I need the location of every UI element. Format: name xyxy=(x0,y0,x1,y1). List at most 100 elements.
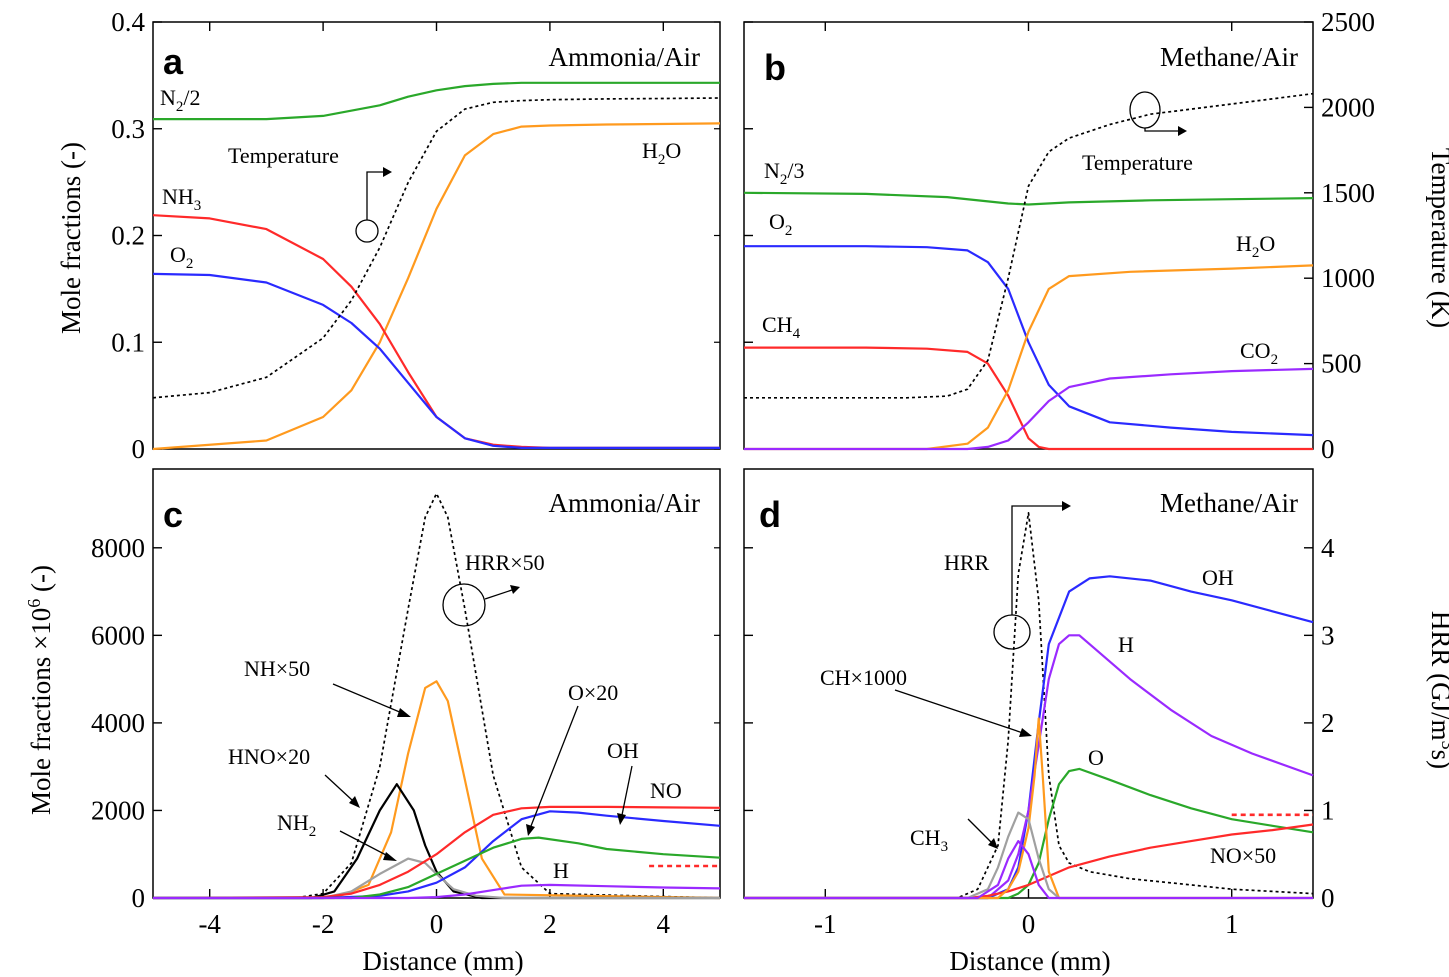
axis-marker-circle-c xyxy=(442,583,486,627)
label-d-h: H xyxy=(1118,632,1134,657)
y-tick-label-a-2: 0.2 xyxy=(111,221,145,251)
x-tick-label-d-1: 0 xyxy=(1022,909,1036,939)
label-c-nh2: NH2 xyxy=(277,810,316,840)
label-a-o2: O2 xyxy=(170,242,193,272)
axis-ticks-d: -1 0 1 0 1 2 3 4 xyxy=(744,22,1335,939)
panel-letter-b: b xyxy=(764,47,786,88)
series-line-a-nh3 xyxy=(152,214,720,449)
y-tick-label-c-1: 2000 xyxy=(91,795,145,825)
label-c-nh: NH×50 xyxy=(244,656,310,681)
label-b-temperature: Temperature xyxy=(1082,150,1193,175)
label-c-h: H xyxy=(553,858,569,883)
axis-marker-arrow-b xyxy=(1144,128,1178,132)
label-b-o2: O2 xyxy=(769,209,792,239)
series-group-a xyxy=(152,81,721,451)
y2-tick-label-b-3: 1500 xyxy=(1321,178,1375,208)
label-d-o: O xyxy=(1088,745,1104,770)
series-group-b xyxy=(743,92,1314,451)
x-axis-title-d: Distance (mm) xyxy=(949,946,1110,976)
y-axis-title-c: Mole fractions ×106 (-) xyxy=(24,565,56,815)
label-c-hno: HNO×20 xyxy=(228,744,310,769)
y-axis-title-a: Mole fractions (-) xyxy=(56,142,86,334)
label-a-temperature: Temperature xyxy=(228,143,339,168)
panel-letter-c: c xyxy=(163,494,183,535)
series-line-a-n2-2 xyxy=(153,81,720,121)
axis-marker-arrowhead-a xyxy=(383,167,392,177)
label-b-n2: N2/3 xyxy=(764,158,805,188)
leader-c-o xyxy=(530,705,579,827)
leader-c-nh2 xyxy=(339,830,389,857)
series-line-d-no-50 xyxy=(744,823,1314,900)
leader-d-ch3 xyxy=(967,818,992,843)
y-tick-label-a-0: 0 xyxy=(132,434,146,464)
leader-d-ch xyxy=(894,689,1024,734)
series-line-b-co2 xyxy=(744,367,1314,451)
leader-c-oh xyxy=(621,765,633,816)
axis-ticks-b: 0 500 1000 1500 2000 2500 xyxy=(744,7,1375,464)
leader-head-c-nh2 xyxy=(383,852,397,861)
label-a-nh3: NH3 xyxy=(162,184,201,214)
y2-tick-label-d-0: 0 xyxy=(1321,883,1335,913)
y2-tick-label-d-4: 4 xyxy=(1321,533,1335,563)
series-line-d-ch3 xyxy=(744,811,1313,900)
leader-c-hno xyxy=(324,774,353,801)
axis-ticks-c: -4 -2 0 2 4 0 2000 4000 6000 8000 xyxy=(91,22,720,939)
series-line-c-no xyxy=(152,805,721,900)
series-line-c-hno-20 xyxy=(153,783,720,900)
panel-frame-b xyxy=(743,21,1314,450)
series-line-d-ch2 xyxy=(744,839,1313,900)
leader-head-d-ch3 xyxy=(988,838,998,849)
axis-marker-circle-a xyxy=(355,219,379,243)
axis-marker-arrow-d xyxy=(1011,505,1062,615)
series-line-c-nh-50 xyxy=(153,680,721,900)
y-tick-label-a-1: 0.1 xyxy=(111,327,145,357)
axis-marker-arrowhead-d xyxy=(1062,501,1071,511)
y2-axis-title-d: HRR (GJ/m3s) xyxy=(1426,611,1449,769)
y-tick-label-c-4: 8000 xyxy=(91,533,145,563)
panel-title-b: Methane/Air xyxy=(1160,42,1298,72)
y-tick-label-c-2: 4000 xyxy=(91,708,145,738)
x-tick-label-c-1: -2 xyxy=(312,909,335,939)
y2-tick-label-b-1: 500 xyxy=(1321,349,1362,379)
panel-title-c: Ammonia/Air xyxy=(549,488,700,518)
x-tick-label-c-2: 0 xyxy=(430,909,444,939)
leader-head-d-ch xyxy=(1019,728,1032,737)
y2-tick-label-b-2: 1000 xyxy=(1321,263,1375,293)
y2-tick-label-d-1: 1 xyxy=(1321,795,1335,825)
y2-tick-label-d-2: 2 xyxy=(1321,708,1335,738)
label-d-ch: CH×1000 xyxy=(820,665,907,690)
label-b-ch4: CH4 xyxy=(762,312,801,342)
y2-tick-label-d-3: 3 xyxy=(1321,620,1335,650)
x-tick-label-c-4: 4 xyxy=(657,909,671,939)
series-line-b-o2 xyxy=(744,245,1314,437)
label-c-o: O×20 xyxy=(568,680,618,705)
label-b-co2: CO2 xyxy=(1240,338,1278,368)
axis-marker-arrow-a xyxy=(366,171,384,220)
y-tick-label-c-0: 0 xyxy=(132,883,146,913)
series-line-a-o2 xyxy=(152,272,720,449)
series-line-a-temperature xyxy=(152,97,721,399)
label-c-no: NO xyxy=(650,778,682,803)
y2-tick-label-b-4: 2000 xyxy=(1321,92,1375,122)
series-group-c xyxy=(152,492,721,900)
panel-title-d: Methane/Air xyxy=(1160,488,1298,518)
label-a-n2: N2/2 xyxy=(160,85,201,115)
label-d-hrr: HRR xyxy=(944,550,990,575)
series-line-b-ch4 xyxy=(744,346,1313,451)
label-b-h2o: H2O xyxy=(1236,231,1275,261)
series-line-c-nh2 xyxy=(153,857,720,900)
label-d-no: NO×50 xyxy=(1210,843,1276,868)
axis-marker-circle-d xyxy=(993,614,1031,650)
y-tick-label-a-3: 0.3 xyxy=(111,114,145,144)
x-tick-label-d-0: -1 xyxy=(814,909,837,939)
y-tick-label-c-3: 6000 xyxy=(91,620,145,650)
leader-head-c-hno xyxy=(349,796,360,808)
label-a-h2o: H2O xyxy=(642,138,681,168)
leader-head-c-nh xyxy=(397,708,411,717)
series-line-d-ch-1000 xyxy=(744,717,1313,900)
x-tick-label-c-3: 2 xyxy=(543,909,557,939)
series-line-b-n2-3 xyxy=(743,191,1314,206)
axis-marker-arrowhead-c xyxy=(510,585,520,594)
y-tick-label-a-4: 0.4 xyxy=(111,7,145,37)
